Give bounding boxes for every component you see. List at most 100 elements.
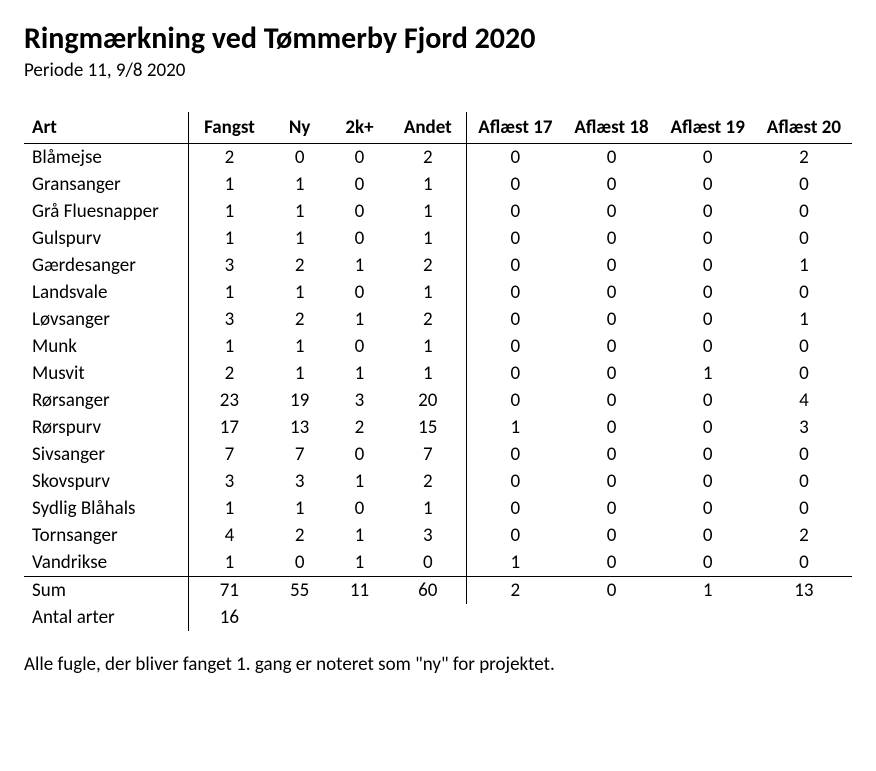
col-ny: Ny [270,112,330,144]
col-andet: Andet [389,112,466,144]
cell-art: Vandrikse [24,549,189,577]
cell-ny: 0 [270,144,330,172]
cell-2k: 0 [330,225,390,252]
cell-a19: 0 [660,441,756,468]
cell-a19: 0 [660,549,756,577]
page-title: Ringmærkning ved Tømmerby Fjord 2020 [24,20,852,57]
cell-a18: 0 [563,414,659,441]
table-row: Sivsanger77070000 [24,441,852,468]
cell-ny: 13 [270,414,330,441]
cell-a17: 0 [467,522,564,549]
cell-a18: 0 [563,468,659,495]
cell-art: Musvit [24,360,189,387]
cell-a17: 0 [467,279,564,306]
cell-a19: 0 [660,198,756,225]
data-table: Art Fangst Ny 2k+ Andet Aflæst 17 Aflæst… [24,112,852,631]
cell-2k: 3 [330,387,390,414]
table-row: Gærdesanger32120001 [24,252,852,279]
cell-a17: 0 [467,306,564,333]
sum-fangst: 71 [189,577,270,605]
cell-2k: 0 [330,333,390,360]
footnote: Alle fugle, der bliver fanget 1. gang er… [24,653,852,676]
header-row: Art Fangst Ny 2k+ Andet Aflæst 17 Aflæst… [24,112,852,144]
table-row: Rørsanger23193200004 [24,387,852,414]
cell-fangst: 1 [189,225,270,252]
cell-a18: 0 [563,144,659,172]
cell-fangst: 3 [189,252,270,279]
cell-andet: 3 [389,522,466,549]
cell-art: Sivsanger [24,441,189,468]
cell-2k: 0 [330,198,390,225]
cell-andet: 1 [389,198,466,225]
cell-a19: 1 [660,360,756,387]
cell-fangst: 1 [189,198,270,225]
cell-andet: 2 [389,144,466,172]
cell-a20: 4 [756,387,852,414]
cell-a18: 0 [563,387,659,414]
cell-fangst: 1 [189,495,270,522]
cell-a17: 0 [467,360,564,387]
sum-andet: 60 [389,577,466,605]
table-row: Munk11010000 [24,333,852,360]
cell-fangst: 23 [189,387,270,414]
table-row: Landsvale11010000 [24,279,852,306]
cell-andet: 1 [389,279,466,306]
cell-2k: 1 [330,252,390,279]
cell-art: Rørspurv [24,414,189,441]
cell-fangst: 1 [189,279,270,306]
col-aflast18: Aflæst 18 [563,112,659,144]
sum-row: Sum7155116020113 [24,577,852,605]
cell-a18: 0 [563,495,659,522]
cell-a20: 0 [756,198,852,225]
cell-a17: 0 [467,252,564,279]
cell-a19: 0 [660,387,756,414]
cell-ny: 1 [270,495,330,522]
cell-art: Tornsanger [24,522,189,549]
cell-fangst: 1 [189,333,270,360]
cell-a18: 0 [563,333,659,360]
col-aflast20: Aflæst 20 [756,112,852,144]
table-row: Sydlig Blåhals11010000 [24,495,852,522]
cell-a19: 0 [660,144,756,172]
col-art: Art [24,112,189,144]
cell-andet: 2 [389,306,466,333]
cell-2k: 0 [330,441,390,468]
cell-a20: 0 [756,549,852,577]
cell-art: Landsvale [24,279,189,306]
table-row: Gulspurv11010000 [24,225,852,252]
table-row: Tornsanger42130002 [24,522,852,549]
cell-2k: 1 [330,360,390,387]
cell-a19: 0 [660,522,756,549]
cell-andet: 2 [389,252,466,279]
cell-2k: 0 [330,144,390,172]
col-aflast17: Aflæst 17 [467,112,564,144]
cell-ny: 1 [270,360,330,387]
cell-a19: 0 [660,279,756,306]
cell-a17: 0 [467,171,564,198]
antal-label: Antal arter [24,604,189,631]
cell-art: Gærdesanger [24,252,189,279]
cell-andet: 1 [389,495,466,522]
cell-fangst: 3 [189,306,270,333]
table-row: Vandrikse10101000 [24,549,852,577]
cell-andet: 0 [389,549,466,577]
cell-andet: 20 [389,387,466,414]
cell-a19: 0 [660,414,756,441]
table-row: Gransanger11010000 [24,171,852,198]
cell-ny: 1 [270,333,330,360]
cell-a19: 0 [660,252,756,279]
cell-fangst: 3 [189,468,270,495]
cell-fangst: 7 [189,441,270,468]
cell-a18: 0 [563,441,659,468]
cell-ny: 19 [270,387,330,414]
cell-a17: 0 [467,387,564,414]
cell-a18: 0 [563,198,659,225]
cell-art: Gransanger [24,171,189,198]
cell-ny: 2 [270,252,330,279]
cell-ny: 0 [270,549,330,577]
cell-andet: 1 [389,360,466,387]
cell-ny: 1 [270,171,330,198]
antal-row: Antal arter16 [24,604,852,631]
cell-a18: 0 [563,225,659,252]
cell-ny: 3 [270,468,330,495]
